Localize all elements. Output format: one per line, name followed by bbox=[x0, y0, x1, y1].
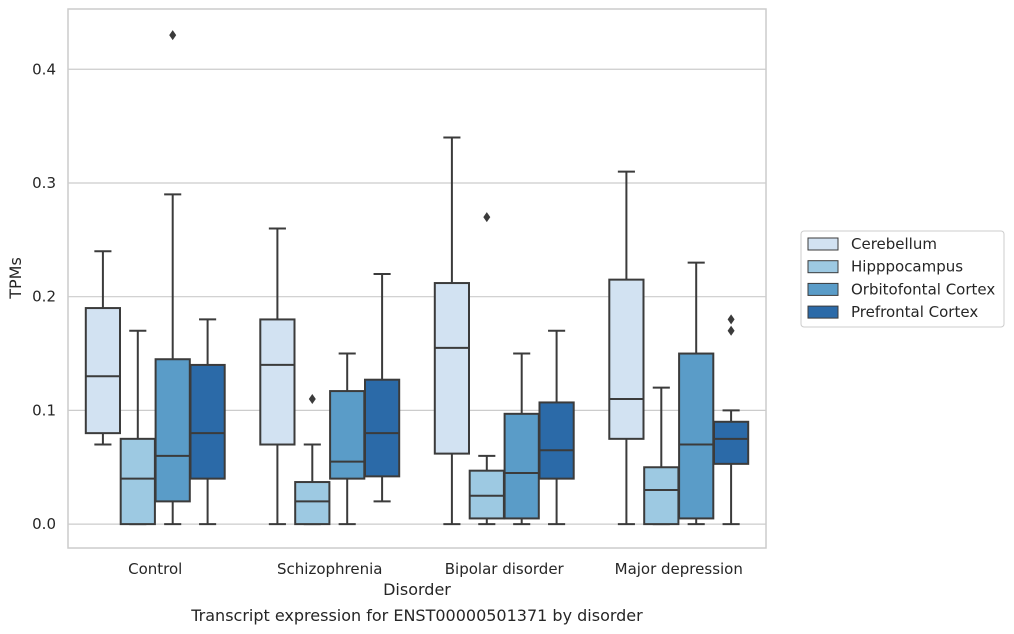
x-tick-label: Major depression bbox=[615, 560, 743, 578]
box-body bbox=[84, 307, 122, 435]
box-cerebellum bbox=[608, 170, 645, 526]
legend-swatch bbox=[807, 282, 839, 296]
box-prefrontal-cortex bbox=[712, 314, 750, 526]
outlier-point bbox=[169, 30, 177, 41]
outlier-point bbox=[483, 212, 491, 223]
box-body bbox=[154, 358, 191, 503]
box-orbitofontal-cortex bbox=[503, 352, 540, 526]
legend: Cerebellum Hipppocampus Orbitofontal Corte… bbox=[800, 230, 1005, 328]
box-body bbox=[189, 363, 226, 480]
y-tick-label: 0.4 bbox=[32, 60, 56, 78]
x-tick-labels: Control Schizophrenia Bipolar disorder Majo… bbox=[128, 560, 743, 578]
x-tick-label: Control bbox=[128, 560, 182, 578]
box-body bbox=[119, 437, 156, 526]
box-layer bbox=[84, 30, 750, 526]
plot-frame bbox=[67, 8, 767, 549]
legend-label: Hipppocampus bbox=[851, 258, 963, 276]
y-tick-label: 0.0 bbox=[32, 515, 56, 533]
box-hipppocampus bbox=[294, 394, 331, 526]
legend-swatch bbox=[807, 260, 839, 274]
box-cerebellum bbox=[433, 136, 471, 526]
y-axis-label: TPMs bbox=[6, 257, 25, 300]
x-tick-label: Bipolar disorder bbox=[445, 560, 565, 578]
legend-items: Cerebellum Hipppocampus Orbitofontal Corte… bbox=[807, 235, 995, 321]
legend-swatch bbox=[807, 237, 839, 251]
outlier-point bbox=[727, 325, 735, 336]
outlier-point bbox=[727, 314, 735, 325]
box-orbitofontal-cortex bbox=[678, 261, 715, 526]
box-body bbox=[608, 278, 645, 440]
box-body bbox=[433, 282, 471, 455]
legend-label: Prefrontal Cortex bbox=[851, 303, 978, 321]
legend-label: Orbitofontal Cortex bbox=[851, 280, 995, 298]
box-body bbox=[294, 481, 331, 526]
box-body bbox=[712, 420, 750, 465]
legend-label: Cerebellum bbox=[851, 235, 937, 253]
box-prefrontal-cortex bbox=[189, 318, 226, 526]
box-body bbox=[643, 466, 680, 526]
box-body bbox=[259, 318, 296, 446]
box-body bbox=[503, 412, 540, 520]
box-prefrontal-cortex bbox=[363, 272, 401, 503]
box-hipppocampus bbox=[119, 329, 156, 526]
box-prefrontal-cortex bbox=[538, 329, 575, 526]
box-orbitofontal-cortex bbox=[329, 352, 366, 526]
y-tick-label: 0.1 bbox=[32, 401, 56, 419]
outlier-point bbox=[308, 394, 316, 405]
y-tick-label: 0.3 bbox=[32, 174, 56, 192]
box-body bbox=[363, 378, 401, 478]
y-tick-labels: 0.0 0.1 0.2 0.3 0.4 bbox=[32, 60, 56, 533]
box-cerebellum bbox=[84, 250, 122, 446]
y-tick-label: 0.2 bbox=[32, 288, 56, 306]
box-body bbox=[678, 352, 715, 520]
box-body bbox=[329, 390, 366, 480]
legend-swatch bbox=[807, 305, 839, 319]
box-body bbox=[468, 469, 505, 520]
chart-caption: Transcript expression for ENST0000050137… bbox=[191, 606, 643, 625]
x-tick-label: Schizophrenia bbox=[277, 560, 382, 578]
box-body bbox=[538, 401, 575, 480]
box-cerebellum bbox=[259, 227, 296, 526]
box-orbitofontal-cortex bbox=[154, 30, 191, 526]
legend-frame bbox=[800, 230, 1005, 328]
box-hipppocampus bbox=[643, 386, 680, 526]
box-hipppocampus bbox=[468, 212, 505, 526]
x-axis-label: Disorder bbox=[383, 580, 451, 599]
